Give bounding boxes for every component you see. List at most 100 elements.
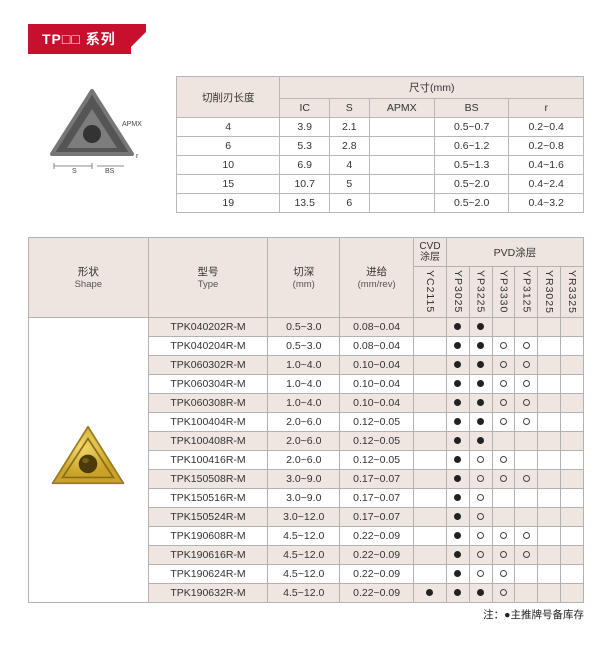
dim-row: 1913.560.5~2.00.4~3.2 bbox=[177, 194, 584, 213]
coating-cell bbox=[446, 412, 469, 431]
dim-cell: 19 bbox=[177, 194, 280, 213]
filled-dot-icon bbox=[454, 399, 461, 406]
coating-cell bbox=[561, 393, 584, 412]
coating-cell bbox=[492, 450, 515, 469]
dim-cell: 0.4~3.2 bbox=[509, 194, 584, 213]
coating-col-YP3125: YP3125 bbox=[515, 267, 538, 318]
dim-cell: 0.2~0.4 bbox=[509, 118, 584, 137]
feed-cell: 0.22~0.09 bbox=[340, 526, 414, 545]
dim-col-BS: BS bbox=[434, 99, 509, 118]
dim-cell: 5.3 bbox=[280, 137, 330, 156]
coating-cell bbox=[492, 431, 515, 450]
type-cell: TPK150508R-M bbox=[148, 469, 268, 488]
hollow-dot-icon bbox=[477, 570, 484, 577]
feed-cell: 0.12~0.05 bbox=[340, 412, 414, 431]
dim-cell bbox=[369, 175, 434, 194]
filled-dot-icon bbox=[454, 513, 461, 520]
dim-cell bbox=[369, 156, 434, 175]
shape-cell bbox=[29, 317, 149, 602]
depth-cell: 2.0~6.0 bbox=[268, 450, 340, 469]
coating-cell bbox=[538, 431, 561, 450]
coating-cell bbox=[446, 469, 469, 488]
dim-cell: 4 bbox=[329, 156, 369, 175]
dim-row: 106.940.5~1.30.4~1.6 bbox=[177, 156, 584, 175]
filled-dot-icon bbox=[426, 589, 433, 596]
coating-cell bbox=[414, 469, 447, 488]
coating-cell bbox=[469, 355, 492, 374]
dim-cell: 15 bbox=[177, 175, 280, 194]
coating-cell bbox=[492, 526, 515, 545]
coating-cell bbox=[469, 431, 492, 450]
coating-cell bbox=[446, 507, 469, 526]
insert-diagram: S BS r APMX bbox=[28, 76, 156, 176]
hollow-dot-icon bbox=[477, 551, 484, 558]
coating-col-YR3025: YR3025 bbox=[538, 267, 561, 318]
type-cell: TPK150516R-M bbox=[148, 488, 268, 507]
hollow-dot-icon bbox=[500, 380, 507, 387]
dim-cell: 6.9 bbox=[280, 156, 330, 175]
type-cell: TPK100416R-M bbox=[148, 450, 268, 469]
hollow-dot-icon bbox=[523, 532, 530, 539]
filled-dot-icon bbox=[454, 418, 461, 425]
filled-dot-icon bbox=[477, 437, 484, 444]
filled-dot-icon bbox=[477, 380, 484, 387]
filled-dot-icon bbox=[454, 323, 461, 330]
hollow-dot-icon bbox=[477, 532, 484, 539]
coating-cell bbox=[469, 412, 492, 431]
type-cell: TPK060304R-M bbox=[148, 374, 268, 393]
coating-cell bbox=[492, 393, 515, 412]
depth-cell: 1.0~4.0 bbox=[268, 355, 340, 374]
coating-cell bbox=[492, 583, 515, 602]
type-cell: TPK190616R-M bbox=[148, 545, 268, 564]
filled-dot-icon bbox=[454, 475, 461, 482]
filled-dot-icon bbox=[477, 342, 484, 349]
coating-cell bbox=[446, 431, 469, 450]
dim-cell: 2.8 bbox=[329, 137, 369, 156]
dim-cell: 10.7 bbox=[280, 175, 330, 194]
hollow-dot-icon bbox=[523, 551, 530, 558]
main-insert-table: 形状Shape 型号Type 切深(mm) 进给(mm/rev) CVD 涂层 … bbox=[28, 237, 584, 603]
coating-cell bbox=[414, 393, 447, 412]
depth-cell: 2.0~6.0 bbox=[268, 431, 340, 450]
coating-cell bbox=[561, 431, 584, 450]
dim-cell: 0.4~1.6 bbox=[509, 156, 584, 175]
dim-cell: 2.1 bbox=[329, 118, 369, 137]
hollow-dot-icon bbox=[523, 475, 530, 482]
depth-cell: 4.5~12.0 bbox=[268, 545, 340, 564]
coating-col-YP3225: YP3225 bbox=[469, 267, 492, 318]
coating-cell bbox=[561, 488, 584, 507]
filled-dot-icon bbox=[477, 323, 484, 330]
coating-cell bbox=[515, 545, 538, 564]
coating-cell bbox=[446, 317, 469, 336]
depth-cell: 4.5~12.0 bbox=[268, 564, 340, 583]
coating-cell bbox=[414, 564, 447, 583]
dim-cell bbox=[369, 194, 434, 213]
coating-cell bbox=[538, 355, 561, 374]
type-cell: TPK100404R-M bbox=[148, 412, 268, 431]
coating-col-YP3330: YP3330 bbox=[492, 267, 515, 318]
coating-cell bbox=[492, 336, 515, 355]
coating-cell bbox=[414, 412, 447, 431]
type-header: 型号Type bbox=[148, 238, 268, 318]
hollow-dot-icon bbox=[523, 342, 530, 349]
feed-cell: 0.22~0.09 bbox=[340, 583, 414, 602]
feed-cell: 0.17~0.07 bbox=[340, 488, 414, 507]
coating-cell bbox=[446, 583, 469, 602]
type-cell: TPK040204R-M bbox=[148, 336, 268, 355]
cutting-edge-header: 切削刃长度 bbox=[177, 77, 280, 118]
coating-cell bbox=[492, 355, 515, 374]
filled-dot-icon bbox=[454, 437, 461, 444]
coating-cell bbox=[469, 393, 492, 412]
coating-cell bbox=[515, 336, 538, 355]
filled-dot-icon bbox=[454, 532, 461, 539]
coating-cell bbox=[538, 336, 561, 355]
coating-cell bbox=[515, 583, 538, 602]
dim-row: 43.92.10.5~0.70.2~0.4 bbox=[177, 118, 584, 137]
coating-cell bbox=[538, 545, 561, 564]
hollow-dot-icon bbox=[500, 456, 507, 463]
coating-cell bbox=[414, 488, 447, 507]
coating-cell bbox=[469, 488, 492, 507]
coating-cell bbox=[515, 393, 538, 412]
type-cell: TPK190632R-M bbox=[148, 583, 268, 602]
coating-cell bbox=[538, 374, 561, 393]
